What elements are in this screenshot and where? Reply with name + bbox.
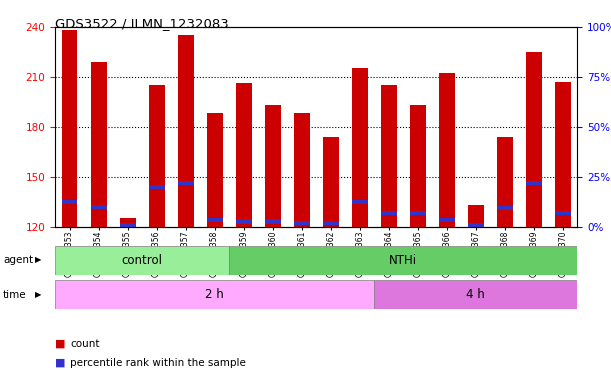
Text: control: control bbox=[122, 254, 163, 266]
Bar bbox=[555, 211, 571, 215]
Bar bbox=[178, 35, 194, 227]
Bar bbox=[148, 185, 164, 189]
Bar bbox=[323, 221, 338, 225]
Bar bbox=[352, 200, 368, 204]
Text: 2 h: 2 h bbox=[205, 288, 224, 301]
Bar bbox=[410, 211, 426, 215]
Bar bbox=[294, 221, 310, 225]
Bar bbox=[323, 137, 338, 227]
Bar bbox=[55, 280, 374, 309]
Bar bbox=[90, 205, 106, 209]
Text: time: time bbox=[3, 290, 27, 300]
Bar bbox=[381, 211, 397, 215]
Bar bbox=[148, 85, 164, 227]
Bar bbox=[374, 280, 577, 309]
Text: NTHi: NTHi bbox=[389, 254, 417, 266]
Bar bbox=[526, 52, 542, 227]
Bar bbox=[265, 220, 280, 223]
Bar bbox=[265, 105, 280, 227]
Bar bbox=[178, 181, 194, 185]
Bar bbox=[410, 105, 426, 227]
Bar bbox=[468, 205, 484, 227]
Bar bbox=[439, 218, 455, 222]
Bar bbox=[62, 200, 78, 204]
Bar bbox=[236, 220, 252, 223]
Bar bbox=[381, 85, 397, 227]
Text: GDS3522 / ILMN_1232083: GDS3522 / ILMN_1232083 bbox=[55, 17, 229, 30]
Bar bbox=[120, 223, 136, 227]
Bar bbox=[55, 246, 229, 275]
Bar bbox=[352, 68, 368, 227]
Bar bbox=[439, 73, 455, 227]
Bar bbox=[90, 62, 106, 227]
Text: ▶: ▶ bbox=[35, 255, 42, 265]
Bar bbox=[120, 218, 136, 227]
Text: ■: ■ bbox=[55, 339, 65, 349]
Text: count: count bbox=[70, 339, 100, 349]
Bar bbox=[229, 246, 577, 275]
Bar bbox=[468, 223, 484, 227]
Bar bbox=[526, 181, 542, 185]
Text: percentile rank within the sample: percentile rank within the sample bbox=[70, 358, 246, 368]
Text: ■: ■ bbox=[55, 358, 65, 368]
Bar bbox=[497, 206, 513, 210]
Bar bbox=[207, 113, 222, 227]
Text: 4 h: 4 h bbox=[466, 288, 485, 301]
Text: ▶: ▶ bbox=[35, 290, 42, 299]
Text: agent: agent bbox=[3, 255, 33, 265]
Bar bbox=[555, 82, 571, 227]
Bar bbox=[207, 218, 222, 222]
Bar bbox=[236, 83, 252, 227]
Bar bbox=[294, 113, 310, 227]
Bar bbox=[497, 137, 513, 227]
Bar bbox=[62, 30, 78, 227]
